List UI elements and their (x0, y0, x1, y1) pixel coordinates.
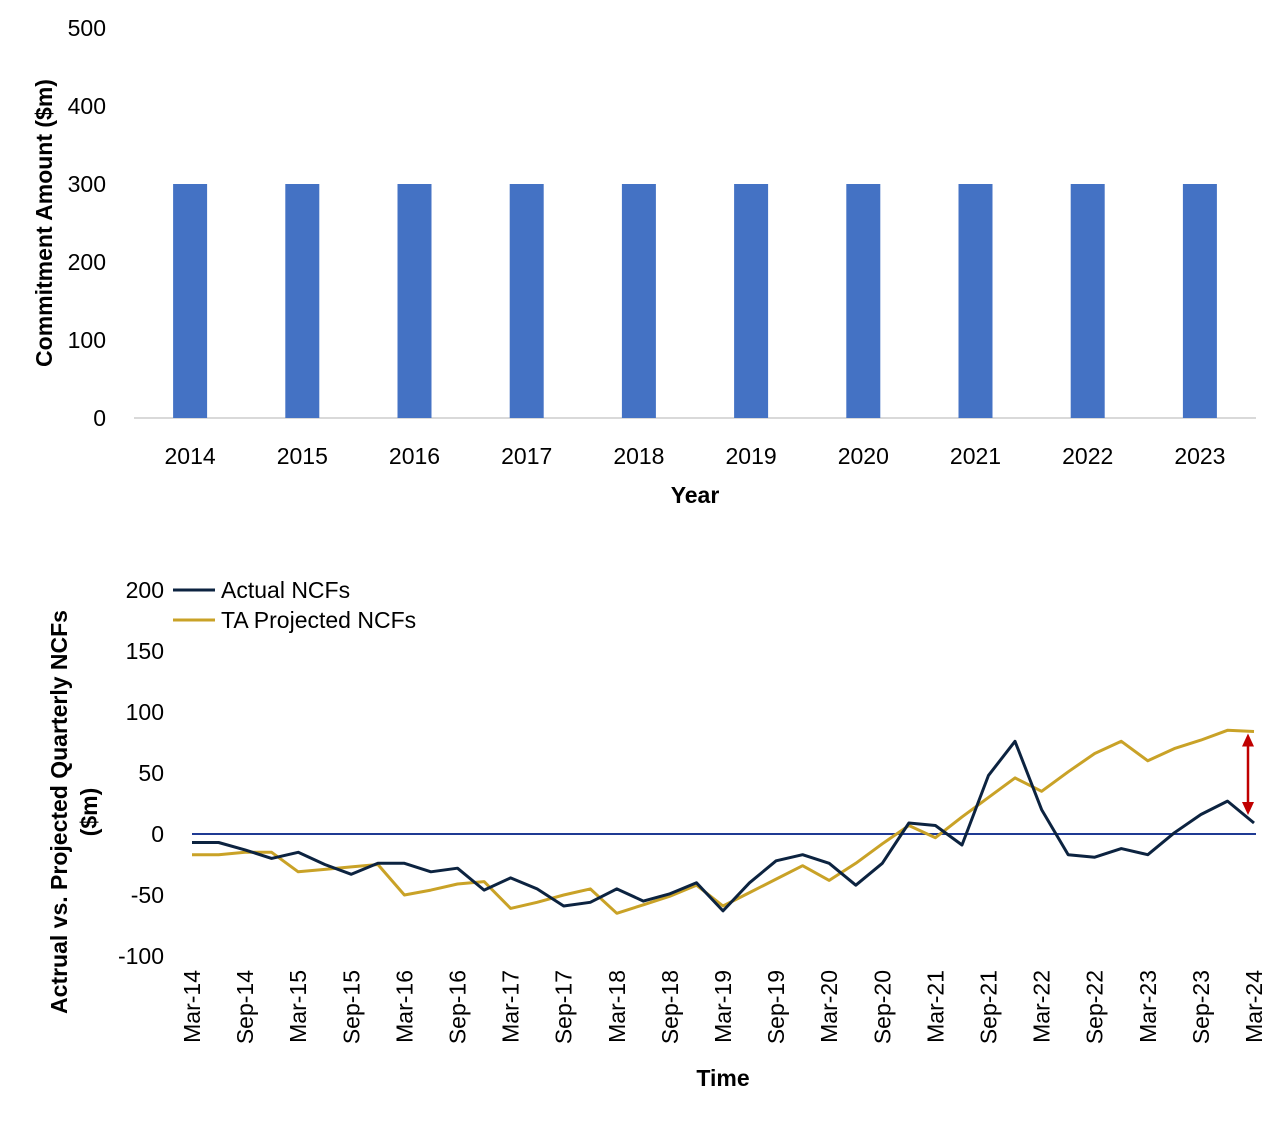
line-x-tick-label: Mar-21 (922, 970, 948, 1043)
bar-2017 (509, 184, 544, 418)
projected-ncfs-line (192, 728, 1255, 915)
line-x-tick-label: Sep-20 (869, 970, 895, 1044)
actual-ncfs-line (192, 739, 1255, 913)
bar-y-tick-label: 500 (68, 15, 106, 41)
line-x-tick-label: Mar-19 (710, 970, 736, 1043)
bar-2019 (734, 184, 769, 418)
line-y-tick-label: 200 (126, 577, 164, 603)
bar-x-tick-label: 2019 (726, 443, 777, 469)
gap-arrow-head-bottom (1242, 802, 1254, 816)
line-y-axis-title: Actrual vs. Projected Quarterly NCFs (46, 610, 72, 1014)
bar-x-tick-label: 2018 (613, 443, 664, 469)
bar-x-tick-label: 2020 (838, 443, 889, 469)
bar-y-tick-label: 400 (68, 93, 106, 119)
line-y-tick-label: -100 (118, 943, 164, 969)
line-x-tick-label: Mar-22 (1029, 970, 1055, 1043)
bar-2014 (173, 184, 208, 418)
line-x-tick-label: Sep-19 (763, 970, 789, 1044)
bar-y-tick-label: 200 (68, 249, 106, 275)
line-y-tick-label: 150 (126, 638, 164, 664)
line-x-tick-label: Sep-18 (657, 970, 683, 1044)
line-y-tick-label: -50 (131, 882, 164, 908)
bar-x-tick-label: 2014 (165, 443, 216, 469)
line-x-tick-label: Mar-17 (498, 970, 524, 1043)
bar-2018 (621, 184, 656, 418)
line-chart: -100 -50 0 50 100 150 200 Mar-14 Sep-14 Mar-15 Se… (46, 577, 1267, 1091)
bar-2021 (958, 184, 993, 418)
line-x-tick-label: Mar-20 (816, 970, 842, 1043)
bar-x-tick-label: 2021 (950, 443, 1001, 469)
bar-x-tick-label: 2022 (1062, 443, 1113, 469)
line-x-tick-label: Mar-23 (1135, 970, 1161, 1043)
line-y-axis-ticks: -100 -50 0 50 100 150 200 (118, 577, 164, 969)
line-x-tick-label: Sep-21 (976, 970, 1002, 1044)
line-x-tick-label: Sep-23 (1188, 970, 1214, 1044)
bar-x-axis-ticks: 2014 2015 2016 2017 2018 2019 2020 2021 2022 2023 (165, 443, 1226, 469)
bar-x-tick-label: 2017 (501, 443, 552, 469)
line-x-tick-label: Sep-17 (551, 970, 577, 1044)
line-y-axis-title-unit: ($m) (76, 788, 102, 837)
line-x-tick-label: Sep-15 (338, 970, 364, 1044)
bar-x-tick-label: 2023 (1174, 443, 1225, 469)
bar-y-axis-ticks: 0 100 200 300 400 500 (68, 15, 106, 431)
legend-projected-label: TA Projected NCFs (221, 607, 416, 633)
line-x-tick-label: Mar-16 (391, 970, 417, 1043)
bar-x-tick-label: 2015 (277, 443, 328, 469)
bar-y-tick-label: 300 (68, 171, 106, 197)
bar-2020 (846, 184, 881, 418)
bar-y-tick-label: 100 (68, 327, 106, 353)
bar-2022 (1070, 184, 1105, 418)
bar-2016 (397, 184, 432, 418)
line-x-tick-label: Sep-14 (232, 970, 258, 1044)
bar-2023 (1182, 184, 1217, 418)
line-y-tick-label: 0 (151, 821, 164, 847)
line-x-axis-ticks: Mar-14 Sep-14 Mar-15 Sep-15 Mar-16 Sep-16 Mar-… (179, 970, 1267, 1044)
line-x-tick-label: Sep-16 (445, 970, 471, 1044)
bar-series (173, 184, 1217, 418)
line-x-tick-label: Mar-14 (179, 970, 205, 1043)
bar-y-axis-title: Commitment Amount ($m) (31, 79, 57, 367)
legend-actual-label: Actual NCFs (221, 577, 350, 603)
gap-double-arrow (1242, 733, 1254, 816)
line-y-tick-label: 50 (138, 760, 164, 786)
bar-x-tick-label: 2016 (389, 443, 440, 469)
line-x-tick-label: Mar-18 (604, 970, 630, 1043)
line-x-tick-label: Mar-24 (1241, 970, 1267, 1043)
bar-y-tick-label: 0 (93, 405, 106, 431)
line-x-tick-label: Sep-22 (1082, 970, 1108, 1044)
gap-arrow-head-top (1242, 733, 1254, 747)
line-y-tick-label: 100 (126, 699, 164, 725)
bar-x-axis-title: Year (671, 482, 720, 508)
line-x-tick-label: Mar-15 (285, 970, 311, 1043)
legend: Actual NCFs TA Projected NCFs (173, 577, 416, 633)
bar-2015 (285, 184, 320, 418)
line-x-axis-title: Time (696, 1065, 749, 1091)
